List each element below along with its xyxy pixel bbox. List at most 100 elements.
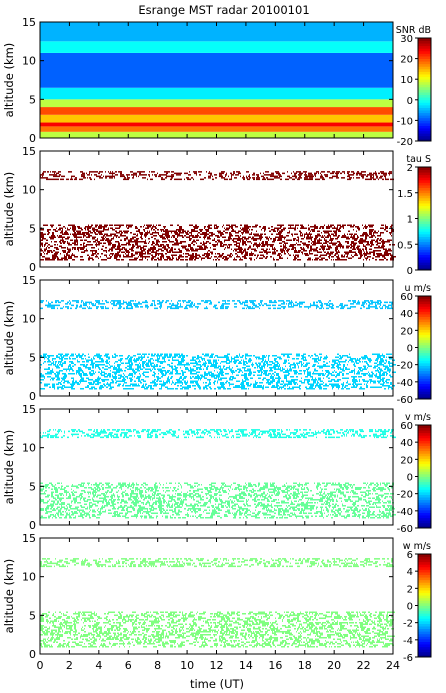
data-cell (78, 250, 79, 252)
data-cell (281, 303, 285, 305)
data-cell (55, 365, 57, 367)
data-cell (345, 368, 347, 370)
data-cell (40, 248, 42, 250)
data-cell (174, 365, 176, 367)
data-cell (380, 490, 383, 492)
data-cell (248, 373, 252, 375)
data-cell (280, 178, 282, 181)
data-cell (378, 172, 380, 175)
data-cell (218, 491, 221, 493)
data-cell (372, 493, 373, 495)
data-cell (159, 496, 160, 498)
data-cell (81, 358, 84, 360)
data-cell (118, 259, 120, 261)
data-cell (66, 386, 67, 388)
data-cell (88, 368, 91, 370)
data-cell (206, 373, 210, 375)
data-cell (319, 367, 323, 369)
data-cell (109, 177, 110, 179)
data-cell (61, 175, 65, 178)
colorbar-tick-label: 0.5 (397, 240, 413, 251)
data-cell (225, 244, 227, 246)
data-cell (52, 178, 56, 181)
data-cell (92, 503, 96, 505)
data-cell (383, 259, 384, 261)
data-cell (231, 358, 235, 360)
data-cell (214, 377, 217, 379)
data-cell (323, 361, 325, 363)
data-cell (350, 491, 351, 493)
data-cell (216, 244, 218, 246)
data-cell (225, 307, 228, 310)
data-cell (243, 494, 245, 496)
data-cell (148, 174, 150, 176)
data-cell (227, 503, 230, 505)
data-cell (111, 303, 115, 305)
data-cell (154, 487, 158, 489)
data-cell (331, 241, 332, 243)
data-cell (95, 361, 96, 363)
data-cell (386, 385, 390, 387)
data-cell (191, 233, 192, 235)
data-cell (326, 502, 330, 504)
data-cell (195, 485, 196, 487)
data-cell (360, 256, 362, 258)
data-cell (143, 380, 146, 382)
data-cell (335, 253, 338, 255)
data-cell (168, 247, 169, 249)
data-cell (57, 496, 59, 498)
data-cell (282, 236, 286, 238)
data-cell (79, 355, 83, 357)
data-cell (208, 500, 211, 502)
data-cell (370, 300, 373, 302)
data-cell (40, 250, 42, 252)
colorbar-segment (418, 117, 431, 121)
data-cell (130, 380, 132, 382)
data-cell (89, 371, 91, 373)
data-cell (93, 254, 94, 256)
data-cell (91, 247, 95, 249)
data-cell (255, 499, 256, 501)
data-cell (275, 494, 279, 496)
data-cell (348, 496, 351, 498)
data-cell (55, 230, 58, 232)
data-cell (223, 388, 224, 390)
data-cell (319, 251, 322, 253)
data-cell (205, 382, 207, 384)
data-cell (382, 242, 385, 244)
data-cell (127, 254, 129, 256)
data-cell (315, 355, 318, 357)
data-cell (199, 254, 200, 256)
data-cell (388, 502, 391, 504)
data-cell (47, 505, 51, 507)
data-cell (95, 256, 98, 258)
data-cell (105, 500, 107, 502)
data-cell (344, 254, 345, 256)
data-cell (288, 227, 290, 229)
data-cell (199, 359, 200, 361)
colorbar-segment (418, 324, 431, 328)
data-cell (205, 361, 206, 363)
data-cell (126, 226, 127, 228)
data-cell (288, 362, 290, 364)
data-cell (376, 497, 380, 499)
data-cell (272, 174, 274, 176)
data-cell (65, 238, 69, 240)
data-cell (123, 230, 125, 232)
colorbar-segment (418, 221, 431, 225)
data-cell (156, 242, 158, 244)
data-cell (312, 241, 316, 243)
data-cell (167, 307, 168, 310)
data-cell (242, 233, 243, 235)
data-cell (203, 368, 204, 370)
data-cell (345, 355, 348, 357)
data-cell (271, 500, 275, 502)
data-cell (287, 368, 288, 370)
data-cell (145, 383, 147, 385)
data-cell (338, 490, 341, 492)
data-cell (82, 171, 83, 173)
data-cell (209, 356, 211, 358)
data-cell (256, 230, 257, 232)
data-cell (57, 304, 60, 307)
data-cell (235, 385, 239, 387)
